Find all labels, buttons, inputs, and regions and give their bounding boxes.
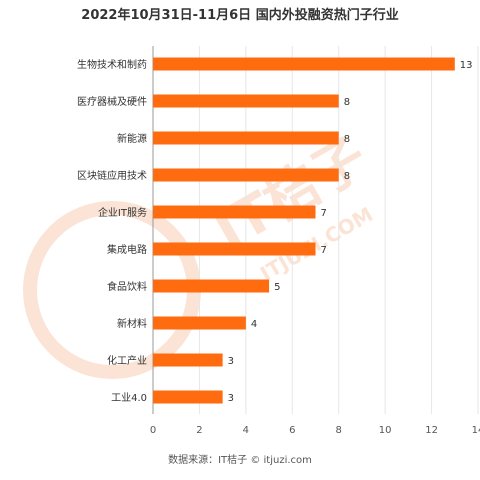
x-tick-label: 12 [425, 425, 438, 436]
bar [153, 242, 316, 256]
category-label: 区块链应用技术 [77, 169, 147, 182]
category-label: 医疗器械及硬件 [77, 95, 147, 108]
x-tick-label: 6 [289, 425, 295, 436]
value-label: 8 [344, 97, 350, 108]
bar [153, 390, 223, 404]
value-label: 4 [251, 319, 257, 330]
value-label: 8 [344, 134, 350, 145]
bars [153, 57, 455, 404]
bar [153, 131, 339, 145]
category-label: 集成电路 [107, 243, 147, 256]
watermark-brand: IT桔子 [204, 125, 378, 262]
chart-title: 2022年10月31日-11月6日 国内外投融资热门子行业 [81, 8, 399, 23]
category-label: 新能源 [117, 132, 147, 145]
value-label: 13 [460, 60, 473, 71]
value-label: 5 [274, 282, 280, 293]
bar [153, 316, 246, 330]
bar [153, 168, 339, 182]
value-label: 7 [321, 208, 327, 219]
bar [153, 353, 223, 367]
category-label: 企业IT服务 [98, 206, 147, 219]
x-tick-label: 4 [243, 425, 249, 436]
x-tick-label: 0 [150, 425, 156, 436]
bar [153, 205, 316, 219]
category-label: 工业4.0 [111, 392, 147, 404]
bar [153, 279, 270, 293]
bar [153, 94, 339, 108]
value-label: 3 [228, 393, 234, 404]
x-tick-label: 2 [196, 425, 202, 436]
x-tick-label: 14 [472, 425, 480, 436]
value-label: 3 [228, 356, 234, 367]
bar [153, 57, 455, 71]
category-label: 食品饮料 [107, 280, 147, 293]
x-axis-ticks: 0 2 4 6 8 10 12 14 [150, 425, 480, 436]
value-label: 8 [344, 171, 350, 182]
category-label: 新材料 [117, 317, 147, 330]
value-label: 7 [321, 245, 327, 256]
category-labels: 生物技术和制药医疗器械及硬件新能源区块链应用技术企业IT服务集成电路食品饮料新材… [77, 58, 147, 404]
category-label: 化工产业 [107, 354, 147, 367]
category-label: 生物技术和制药 [77, 58, 147, 71]
x-tick-label: 10 [379, 425, 392, 436]
source-note: 数据来源：IT桔子 © itjuzi.com [168, 455, 312, 466]
x-tick-label: 8 [336, 425, 342, 436]
value-labels: 13 8 8 8 7 7 5 4 3 3 [228, 60, 473, 404]
